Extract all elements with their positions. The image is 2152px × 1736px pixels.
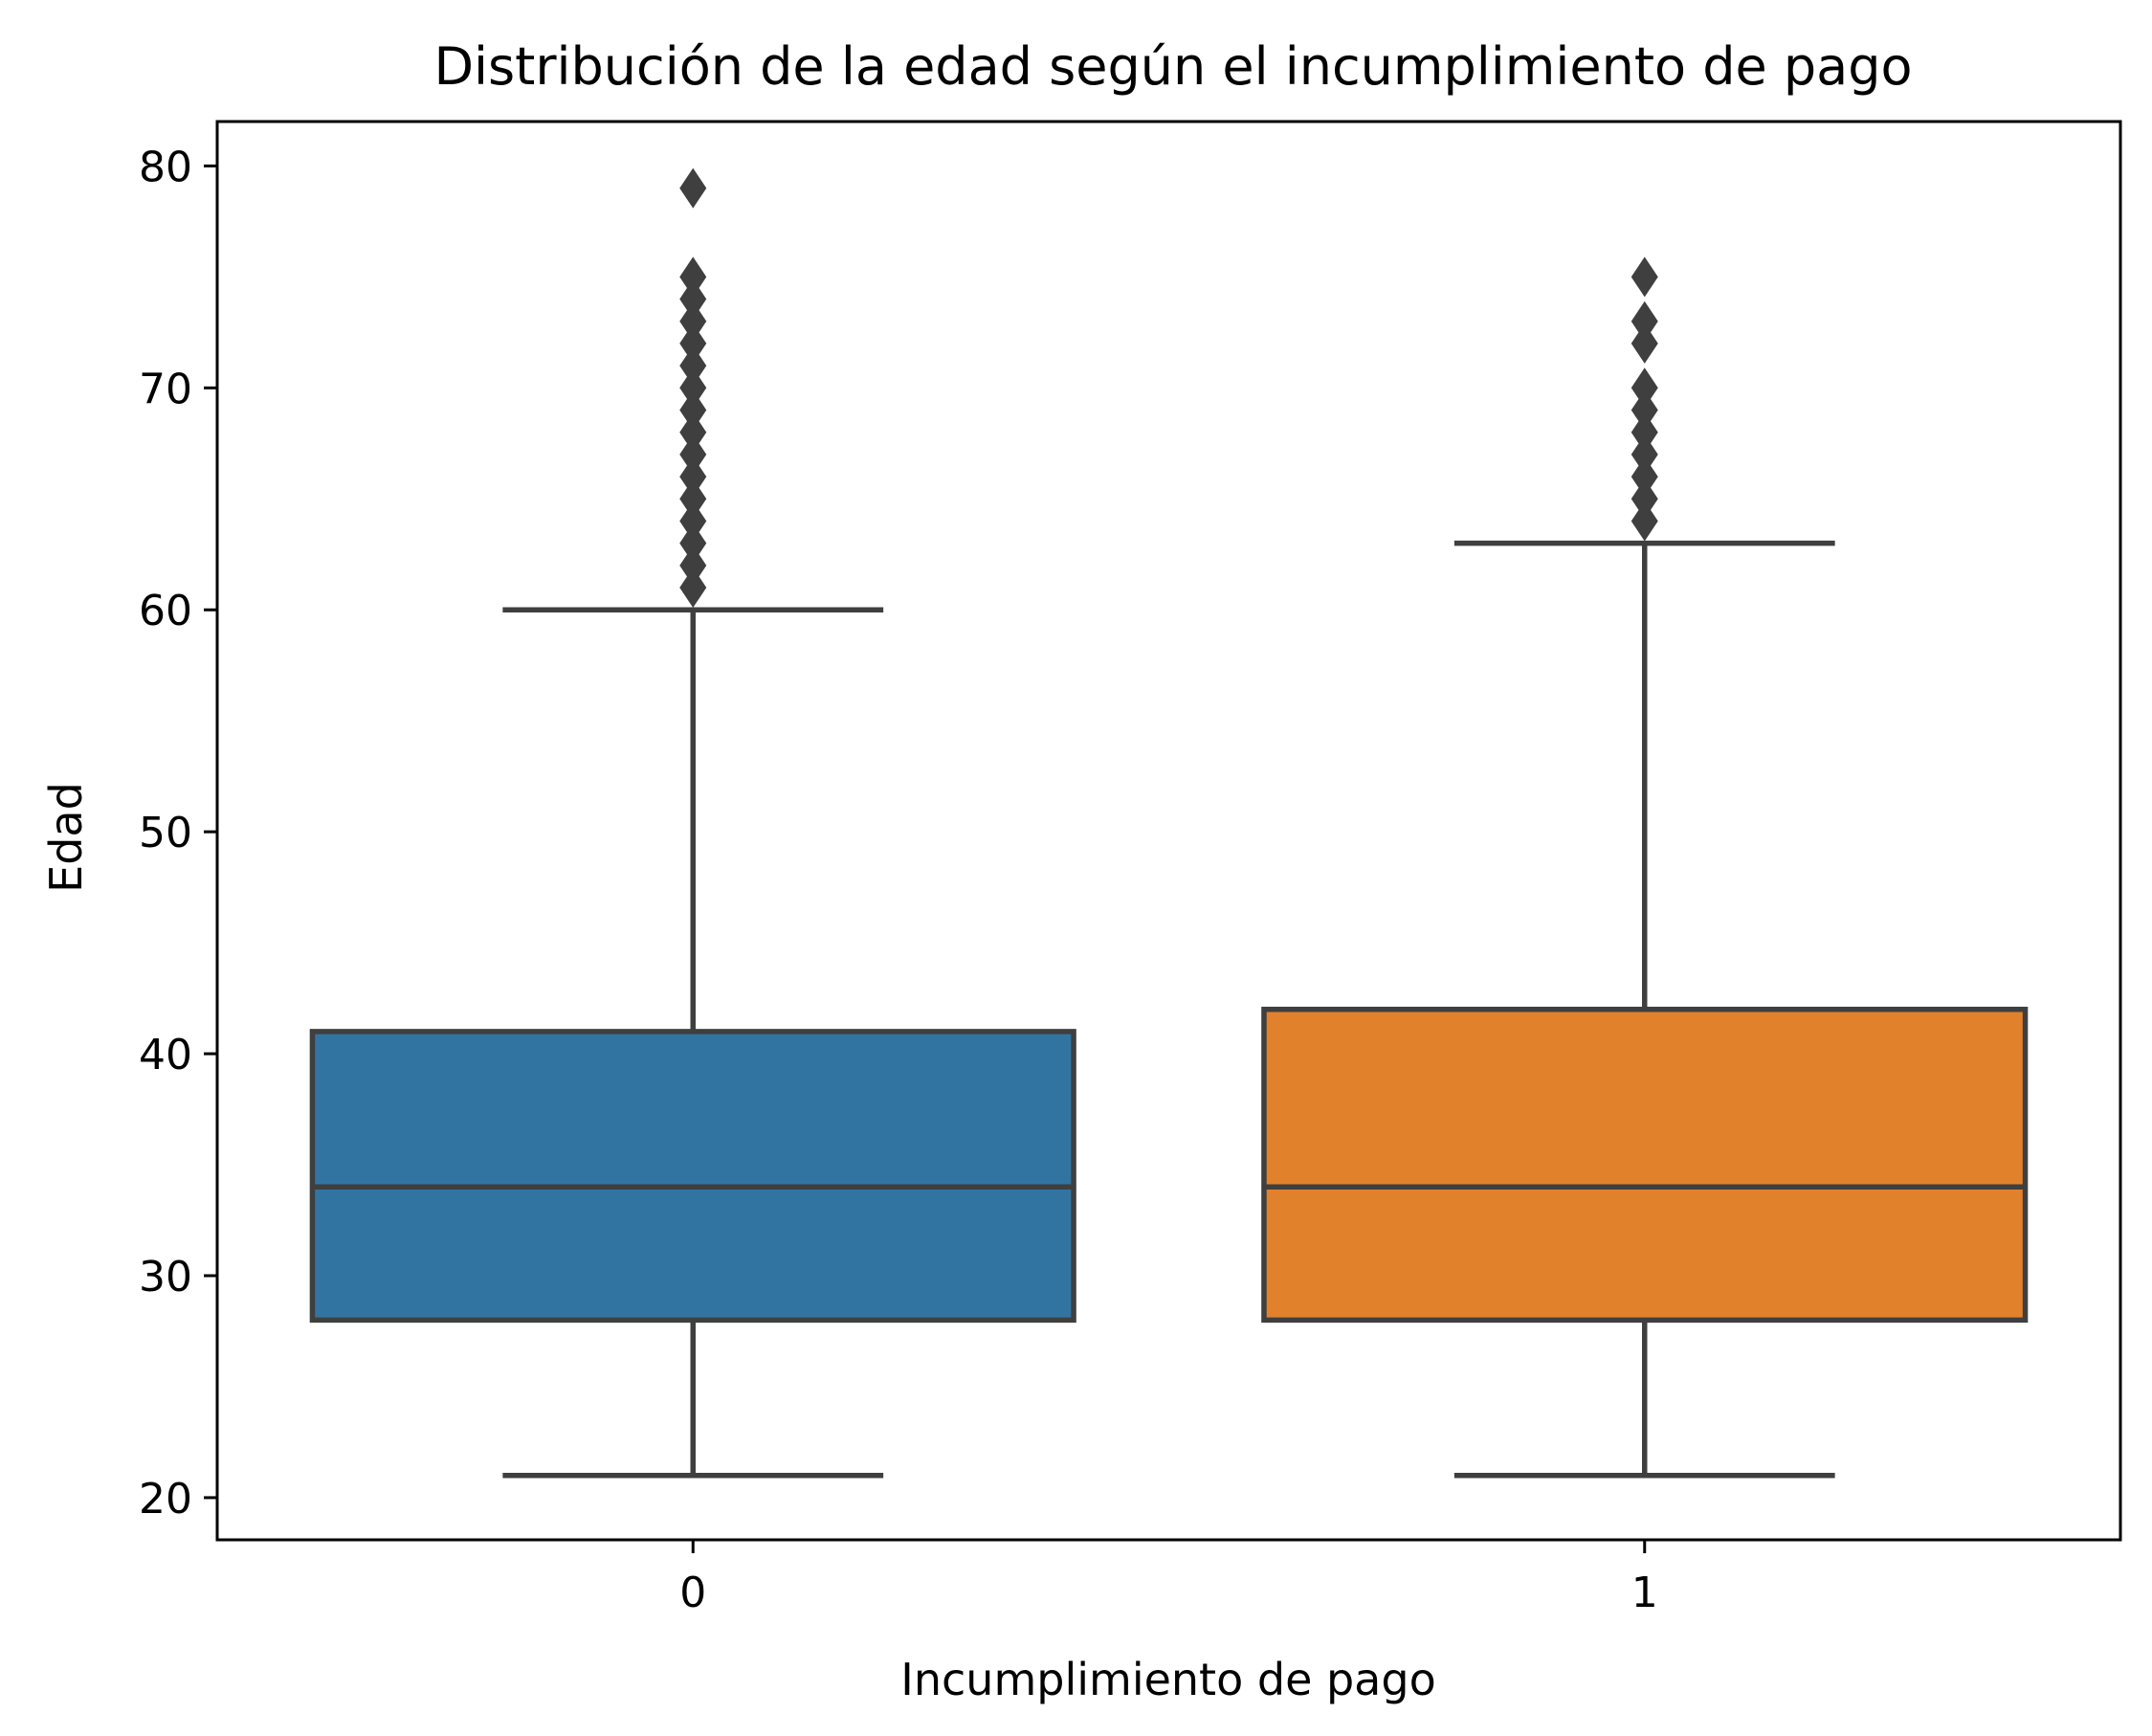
outlier-point: [1631, 367, 1658, 409]
chart-title: Distribución de la edad según el incumpl…: [433, 36, 1912, 97]
box-iqr: [1261, 1006, 2029, 1324]
x-tick-label: 0: [679, 1569, 706, 1617]
outlier-point: [679, 323, 707, 364]
x-tick-label: 1: [1631, 1569, 1658, 1617]
x-axis-label: Incumplimiento de pago: [900, 1654, 1435, 1705]
outlier-point: [679, 456, 707, 498]
y-tick-label: 30: [139, 1253, 192, 1302]
outlier-point: [1631, 323, 1658, 364]
y-tick-label: 60: [139, 587, 192, 635]
outlier-point: [679, 479, 707, 520]
outlier-point: [679, 167, 707, 209]
y-tick-label: 20: [139, 1475, 192, 1524]
outlier-point: [1631, 389, 1658, 431]
outlier-point: [1631, 412, 1658, 453]
outlier-point: [679, 345, 707, 387]
box-group-1: [1261, 256, 2029, 1479]
outlier-point: [1631, 256, 1658, 298]
box-group-0: [309, 167, 1076, 1479]
outlier-point: [679, 523, 707, 564]
y-axis: 20 30 40 50 60 70 80: [139, 143, 217, 1524]
outlier-point: [679, 568, 707, 609]
outlier-point: [679, 545, 707, 586]
outlier-point: [1631, 300, 1658, 342]
axes-frame: [215, 120, 2122, 1542]
outlier-point: [679, 389, 707, 431]
y-tick-label: 50: [139, 809, 192, 857]
y-tick-label: 40: [139, 1031, 192, 1079]
outlier-point: [679, 278, 707, 320]
outlier-point: [679, 412, 707, 453]
y-axis-label: Edad: [40, 782, 92, 893]
outlier-point: [1631, 501, 1658, 542]
outlier-point: [679, 256, 707, 298]
y-tick-label: 80: [139, 143, 192, 191]
box-iqr: [309, 1029, 1076, 1324]
y-tick-label: 70: [139, 365, 192, 413]
outlier-point: [679, 367, 707, 409]
plot-area: [309, 167, 2029, 1479]
outlier-point: [679, 434, 707, 475]
outlier-point: [679, 501, 707, 542]
outlier-point: [1631, 434, 1658, 475]
outlier-point: [1631, 479, 1658, 520]
outlier-point: [1631, 456, 1658, 498]
outlier-point: [679, 300, 707, 342]
